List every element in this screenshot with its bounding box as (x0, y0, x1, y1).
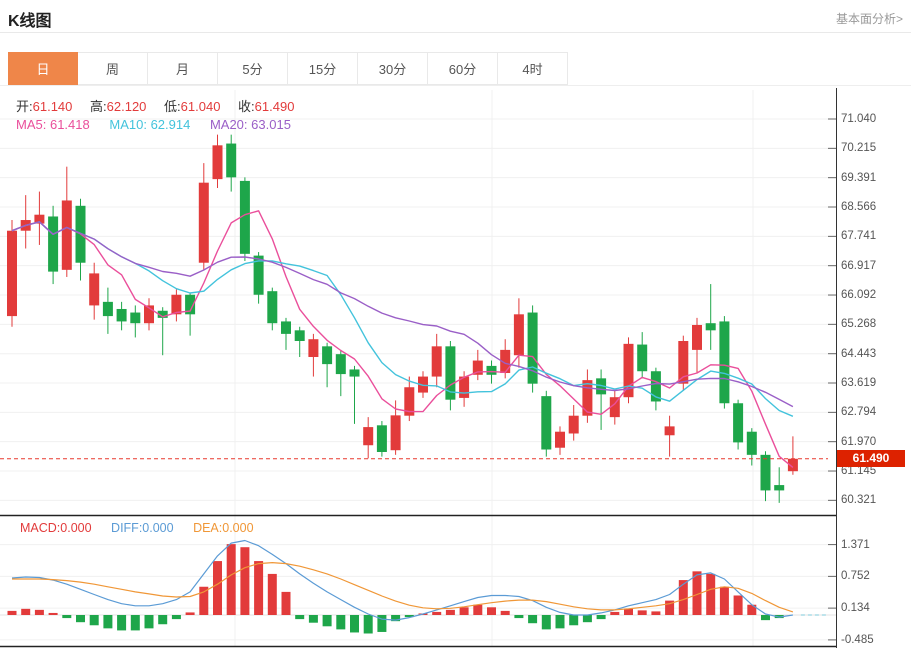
timeframe-tabbar: 日周月 5分 15分 30分 60分 4时 (8, 52, 568, 85)
current-price-badge: 61.490 (837, 450, 905, 468)
high-value: 62.120 (106, 99, 147, 114)
tab-日[interactable]: 日 (8, 52, 78, 85)
price-axis-label: 61.145 (841, 465, 877, 478)
price-axis-label: 63.619 (841, 377, 877, 389)
low-label: 低: (164, 99, 181, 114)
price-axis-label: 67.741 (841, 230, 877, 243)
dea-value-readout: DEA:0.000 (193, 521, 254, 535)
page-title: K线图 (8, 13, 52, 30)
tab-15分[interactable]: 15分 (288, 52, 358, 85)
tab-月[interactable]: 月 (148, 52, 218, 85)
price-axis-label: 68.566 (841, 201, 877, 213)
close-value: 61.490 (254, 99, 295, 114)
high-label: 高: (90, 99, 107, 114)
price-axis-label: 61.970 (841, 435, 877, 448)
macd-axis-label: 1.371 (841, 538, 870, 551)
macd-axis-label: 0.134 (841, 602, 870, 615)
macd-axis-label: 0.752 (841, 570, 870, 583)
price-axis-label: 71.040 (841, 113, 877, 125)
fundamental-analysis-link[interactable]: 基本面分析> (835, 12, 903, 26)
diff-value-readout: DIFF:0.000 (111, 521, 174, 535)
close-label: 收: (238, 99, 255, 114)
tab-5分[interactable]: 5分 (218, 52, 288, 85)
open-label: 开: (16, 99, 33, 114)
macd-axis-label: -0.485 (841, 633, 874, 646)
macd-value-readout: MACD:0.000 (20, 521, 92, 535)
low-value: 61.040 (180, 99, 221, 114)
tab-周[interactable]: 周 (78, 52, 148, 85)
ma20-readout: MA20: 63.015 (209, 117, 291, 132)
ma10-readout: MA10: 62.914 (109, 117, 191, 132)
price-axis-label: 62.794 (841, 406, 877, 419)
macd-readout: MACD:0.000 DIFF:0.000 DEA:0.000 (20, 521, 270, 535)
price-axis-label: 69.391 (841, 171, 877, 184)
ohlc-readout: 开:61.140 高:62.120 低:61.040 收:61.490 (16, 96, 308, 115)
tab-30分[interactable]: 30分 (358, 52, 428, 85)
tab-4时[interactable]: 4时 (498, 52, 568, 85)
price-axis-label: 65.268 (841, 318, 877, 331)
ma5-readout: MA5: 61.418 (16, 117, 90, 132)
price-axis-label: 60.321 (841, 494, 877, 507)
ma-readout: MA5: 61.418 MA10: 62.914 MA20: 63.015 (16, 117, 307, 132)
price-axis-label: 66.917 (841, 259, 877, 272)
header-divider (0, 32, 911, 33)
tab-60分[interactable]: 60分 (428, 52, 498, 85)
price-axis-label: 66.092 (841, 289, 877, 302)
tabbar-bottom-border (0, 85, 911, 86)
price-axis-label: 70.215 (841, 142, 877, 155)
price-axis-label: 64.443 (841, 347, 877, 360)
right-axis-line (836, 88, 837, 648)
kline-macd-chart-canvas (0, 90, 836, 648)
open-value: 61.140 (32, 99, 73, 114)
